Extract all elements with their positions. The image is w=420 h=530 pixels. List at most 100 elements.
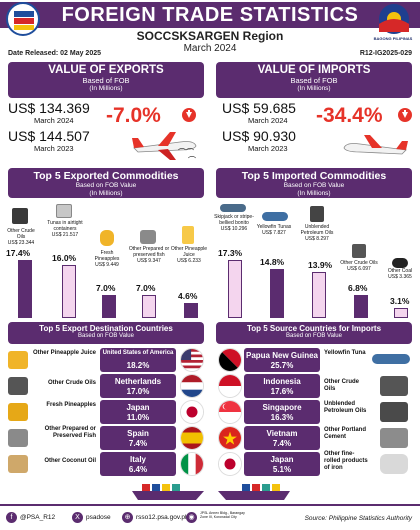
tuna-can-icon: [56, 204, 72, 218]
import-country-name: Indonesia: [263, 377, 301, 386]
export-item-percent: 7.0%: [96, 283, 116, 293]
indonesia-flag-icon: [218, 374, 242, 398]
import-countries-title: Top 5 Source Countries for Imports: [246, 324, 382, 333]
pineapple-icon: [100, 230, 114, 246]
export-country-percent: 18.2%: [126, 361, 150, 370]
netherlands-flag-icon: [180, 374, 204, 398]
top-imports-unit: (In Millions): [297, 190, 331, 197]
import-item-label: Unblended Petroleum Oils US$ 8.297: [296, 224, 338, 242]
imports-current-period: March 2024: [248, 116, 288, 125]
export-item-name: Other Crude Oils: [7, 228, 35, 240]
export-bar: [62, 265, 76, 318]
import-item-label: Other Coal US$ 3.365: [382, 268, 418, 280]
import-country-row: Japan 5.1% Other fine-rolled products of…: [214, 451, 420, 476]
export-item-value: US$ 6.233: [177, 258, 201, 264]
imports-value-header: VALUE OF IMPORTS Based of FOB (In Millio…: [216, 62, 412, 98]
fish-can-icon: [140, 230, 156, 244]
export-item-percent: 7.0%: [136, 283, 156, 293]
japan-flag-icon: [218, 452, 242, 476]
imports-decline-arrow-icon: [398, 108, 412, 122]
export-bar: [142, 295, 156, 318]
export-item-value: US$ 9.347: [137, 258, 161, 264]
imports-value-title: VALUE OF IMPORTS: [257, 64, 371, 76]
import-item-name: Unblended Petroleum Oils: [300, 224, 334, 236]
japan-flag-icon: [180, 400, 204, 424]
export-country-name: Italy: [129, 455, 146, 464]
import-country-bar: [244, 374, 320, 398]
import-item-name: Yellowfin Tunas: [256, 224, 292, 230]
import-countries-basis: Based on FOB Value: [286, 333, 342, 339]
export-country-row: Fresh Pineapples Japan 11.0%: [4, 400, 208, 424]
export-item-name: Other Pineapple Juice: [170, 246, 208, 258]
export-item-name: Other Prepared or preserved fish: [128, 246, 170, 258]
skipjack-fish-icon: [220, 204, 246, 212]
date-released: Date Released: 02 May 2025: [8, 50, 101, 57]
exports-value-basis: Based of FOB: [82, 76, 130, 85]
oil-barrel-icon: [12, 208, 28, 224]
usa-flag-icon: [180, 348, 204, 372]
top-exports-chart: Other Crude Oils US$ 23.344 17.4% Tunas …: [4, 200, 208, 318]
import-bar: [394, 308, 408, 318]
x-icon[interactable]: X: [72, 512, 83, 523]
office-address: JPSL Annex Bldg., Barangay Zone III, Kor…: [200, 511, 245, 519]
import-country-bar: [244, 400, 320, 424]
export-bar: [102, 295, 116, 318]
psa-logo-icon: [6, 2, 40, 36]
facebook-icon[interactable]: f: [6, 512, 17, 523]
bird-icon: ⌒: [188, 156, 196, 165]
x-handle[interactable]: psadose: [86, 514, 111, 521]
export-country-percent: 11.0%: [126, 413, 150, 422]
export-item-label: Tunas in airtight containers US$ 21.517: [44, 220, 86, 238]
import-country-row: Singapore 16.3% Unblended Petroleum Oils: [214, 400, 420, 424]
top-exports-header: Top 5 Exported Commodities Based on FOB …: [8, 168, 204, 198]
reference-month: March 2024: [183, 43, 237, 54]
import-country-bar: [244, 348, 320, 372]
facebook-handle[interactable]: @PSA_R12: [20, 514, 56, 521]
export-item-value: US$ 9.449: [95, 262, 119, 268]
export-country-row: Other Pineapple Juice United States of A…: [4, 348, 208, 372]
export-country-row: Other Coconut Oil Italy 6.4%: [4, 452, 208, 476]
spain-flag-icon: [180, 426, 204, 450]
cargo-plane-icon: [132, 132, 197, 160]
export-item-label: Other Crude Oils US$ 23.344: [4, 228, 38, 246]
import-item-label: Yellowfin Tunas US$ 7.827: [256, 224, 292, 236]
import-country-name: Singapore: [262, 403, 302, 412]
fish-can-icon: [8, 429, 28, 447]
top-exports-title: Top 5 Exported Commodities: [33, 170, 179, 182]
export-country-bar: [100, 400, 176, 424]
oil-barrels-icon: [380, 402, 408, 422]
cargo-ship-icon: [218, 484, 290, 500]
export-country-product: Fresh Pineapples: [46, 402, 96, 408]
import-country-name: Vietnam: [266, 429, 298, 438]
exports-value-block: US$ 134.369 March 2024 US$ 144.507 March…: [8, 98, 208, 162]
export-countries-title: Top 5 Export Destination Countries: [39, 324, 173, 333]
export-country-product: Other Pineapple Juice: [32, 350, 96, 356]
exports-previous-value: US$ 144.507: [8, 128, 90, 144]
steel-rolls-icon: [380, 454, 408, 474]
import-country-product: Unblended Petroleum Oils: [324, 401, 367, 414]
export-item-label: Other Pineapple Juice US$ 6.233: [170, 246, 208, 264]
title-banner: [0, 2, 420, 28]
import-country-row: Indonesia 17.6% Other Crude Oils: [214, 374, 420, 398]
export-country-row: Other Crude Oils Netherlands 17.0%: [4, 374, 208, 398]
export-countries-header: Top 5 Export Destination Countries Based…: [8, 322, 204, 344]
export-country-bar: [100, 374, 176, 398]
website-link[interactable]: rsso12.psa.gov.ph: [136, 514, 189, 521]
import-bar: [354, 295, 368, 318]
website-icon[interactable]: ⊕: [122, 512, 133, 523]
import-item-percent: 13.9%: [308, 260, 333, 270]
import-item-percent: 17.3%: [218, 248, 243, 258]
exports-current-value: US$ 134.369: [8, 100, 90, 116]
imports-previous-period: March 2023: [248, 144, 288, 153]
cement-bags-icon: [380, 428, 408, 448]
export-item-value: US$ 23.344: [7, 240, 35, 246]
export-countries-basis: Based on FOB Value: [78, 333, 134, 339]
juice-bottle-icon: [182, 226, 194, 244]
export-item-label: Other Prepared or preserved fish US$ 9.3…: [128, 246, 170, 264]
page-title: FOREIGN TRADE STATISTICS: [61, 4, 359, 26]
top-exports-unit: (In Millions): [89, 190, 123, 197]
export-item-value: US$ 21.517: [51, 232, 79, 238]
top-imports-chart: Skipjack or stripe-bellied bonito US$ 10…: [214, 200, 420, 318]
import-bar: [270, 269, 284, 318]
import-bar: [312, 272, 326, 318]
